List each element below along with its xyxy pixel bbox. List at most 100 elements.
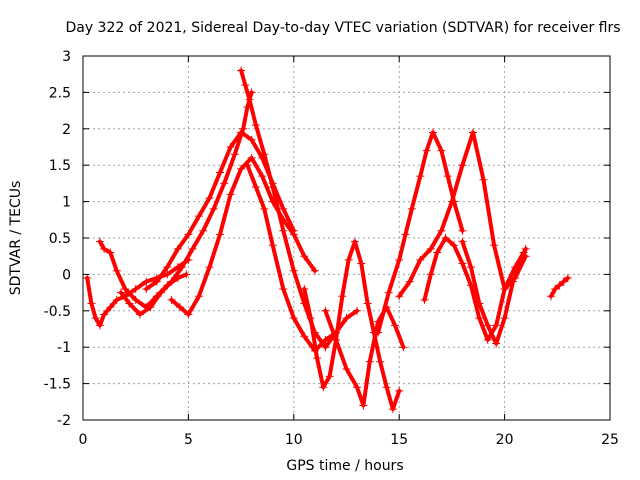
data-point (91, 314, 100, 323)
y-tick-label: -1 (57, 340, 71, 356)
data-point (241, 81, 250, 90)
data-point (517, 255, 526, 264)
data-point (205, 193, 214, 202)
axis-ticks (82, 55, 611, 421)
data-point (357, 259, 366, 268)
data-point (182, 270, 191, 279)
data-point (399, 343, 408, 352)
data-point (306, 314, 315, 323)
x-tick-labels: 0 5 10 15 20 25 (79, 432, 619, 448)
series-s13 (458, 237, 530, 348)
x-axis-label: GPS time / hours (286, 458, 403, 474)
series-line (118, 90, 254, 317)
data-point (492, 321, 501, 330)
data-point (279, 204, 288, 213)
data-point (289, 230, 298, 239)
data-point (433, 248, 442, 257)
data-point (551, 284, 560, 293)
data-point (312, 354, 321, 363)
series-line (85, 257, 191, 328)
y-tick-label: -2 (57, 413, 71, 429)
series-s8 (300, 237, 404, 414)
data-point (300, 252, 309, 261)
data-point (289, 314, 298, 323)
data-point (112, 266, 121, 275)
x-tick-label: 10 (285, 432, 303, 448)
data-point (156, 288, 165, 297)
data-point (146, 303, 155, 312)
y-tick-label: 0 (62, 267, 71, 283)
data-point (226, 190, 235, 199)
data-point (475, 299, 484, 308)
data-point (321, 306, 330, 315)
data-point (310, 266, 319, 275)
data-point (490, 241, 499, 250)
data-point (95, 237, 104, 246)
series-line (323, 305, 406, 408)
data-point (321, 343, 330, 352)
y-tick-label: 0.5 (49, 231, 71, 247)
data-point (447, 197, 456, 206)
data-point (184, 310, 193, 319)
data-point (458, 237, 467, 246)
data-point (300, 332, 309, 341)
data-point (167, 277, 176, 286)
y-tick-label: -1.5 (44, 377, 71, 393)
data-point (426, 270, 435, 279)
data-point (251, 183, 260, 192)
data-point (163, 263, 172, 272)
data-point (374, 328, 383, 337)
data-series (83, 66, 572, 414)
chart-title: Day 322 of 2021, Sidereal Day-to-day VTE… (65, 20, 620, 36)
data-point (279, 226, 288, 235)
y-tick-label: 1.5 (49, 158, 71, 174)
data-point (365, 357, 374, 366)
data-point (546, 292, 555, 301)
series-s1 (83, 255, 193, 330)
data-point (209, 204, 218, 213)
data-point (426, 244, 435, 253)
data-point (245, 95, 254, 104)
data-point (142, 284, 151, 293)
series-s4 (142, 128, 298, 293)
data-point (500, 314, 509, 323)
series-line (144, 130, 296, 291)
data-point (163, 270, 172, 279)
data-point (483, 335, 492, 344)
data-point (363, 299, 372, 308)
series-s14 (546, 274, 572, 301)
series-s10 (374, 128, 467, 337)
series-s5 (167, 153, 319, 319)
data-point (220, 179, 229, 188)
series-line (302, 239, 402, 412)
data-point (226, 143, 235, 151)
data-point (237, 66, 246, 75)
data-point (492, 339, 501, 348)
data-point (458, 161, 467, 170)
data-point (353, 383, 362, 392)
data-point (437, 146, 446, 155)
data-point (87, 299, 96, 308)
data-point (479, 175, 488, 184)
data-point (509, 277, 518, 286)
data-point (268, 183, 277, 192)
data-point (106, 303, 115, 312)
data-point (468, 128, 477, 137)
data-point (422, 146, 431, 155)
data-point (205, 263, 214, 272)
data-point (395, 292, 404, 301)
data-point (237, 164, 246, 173)
data-point (376, 357, 385, 366)
data-point (268, 241, 277, 250)
series-line (245, 163, 338, 353)
data-point (247, 135, 256, 144)
data-point (216, 168, 225, 177)
data-point (251, 121, 260, 130)
data-point (100, 310, 109, 319)
data-point (443, 172, 452, 181)
data-point (95, 321, 104, 330)
data-point (230, 150, 239, 159)
data-point (416, 172, 425, 181)
data-point (125, 299, 134, 308)
data-point (405, 277, 414, 286)
